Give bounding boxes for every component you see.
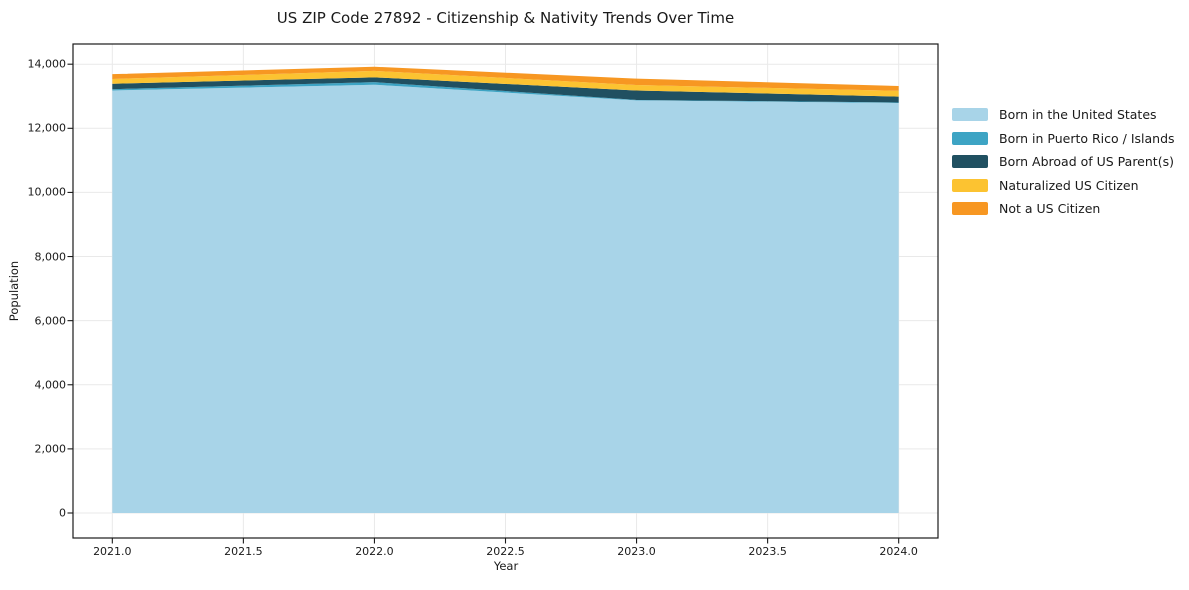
- y-tick-label: 2,000: [34, 442, 67, 456]
- legend-swatch: [952, 155, 988, 168]
- legend-label: Naturalized US Citizen: [999, 177, 1139, 193]
- x-tick-label: 2024.0: [879, 545, 918, 558]
- legend-item: Not a US Citizen: [952, 201, 1175, 216]
- x-tick-label: 2022.0: [355, 545, 394, 558]
- chart-title: US ZIP Code 27892 - Citizenship & Nativi…: [276, 9, 735, 27]
- x-tick-label: 2023.0: [617, 545, 656, 558]
- legend-item: Naturalized US Citizen: [952, 177, 1175, 193]
- y-tick-label: 14,000: [27, 57, 67, 71]
- y-tick-label: 10,000: [27, 185, 67, 199]
- legend-item: Born in Puerto Rico / Islands: [952, 130, 1175, 146]
- x-tick-label: 2023.5: [748, 545, 787, 558]
- legend-swatch: [952, 131, 988, 145]
- legend-swatch: [952, 202, 988, 215]
- area-born-in-puerto-rico-islands: [112, 82, 899, 103]
- legend-label: Born in the United States: [999, 107, 1157, 122]
- legend-item: Born in the United States: [952, 107, 1175, 122]
- y-tick-label: 12,000: [27, 121, 67, 135]
- x-tick-label: 2021.5: [224, 545, 263, 558]
- y-tick-label: 0: [59, 506, 66, 520]
- legend-label: Born Abroad of US Parent(s): [999, 154, 1174, 169]
- legend: Born in the United States Born in Puerto …: [952, 107, 1175, 226]
- area-born-in-the-united-states: [112, 84, 899, 513]
- x-axis-label: Year: [493, 559, 519, 573]
- x-tick-label: 2021.0: [93, 545, 132, 558]
- x-tick-label: 2022.5: [486, 545, 525, 558]
- legend-swatch: [952, 178, 988, 192]
- legend-swatch: [952, 108, 988, 121]
- y-tick-label: 6,000: [34, 314, 67, 328]
- y-tick-label: 4,000: [34, 378, 67, 392]
- legend-item: Born Abroad of US Parent(s): [952, 154, 1175, 169]
- area-born-abroad-of-us-parent-s: [112, 77, 899, 103]
- area-naturalized-us-citizen: [112, 70, 899, 97]
- legend-label: Not a US Citizen: [999, 201, 1101, 216]
- legend-label: Born in Puerto Rico / Islands: [999, 130, 1175, 146]
- area-not-a-us-citizen: [112, 66, 899, 91]
- axis-tick-marks: [67, 63, 900, 544]
- y-tick-label: 8,000: [34, 250, 67, 264]
